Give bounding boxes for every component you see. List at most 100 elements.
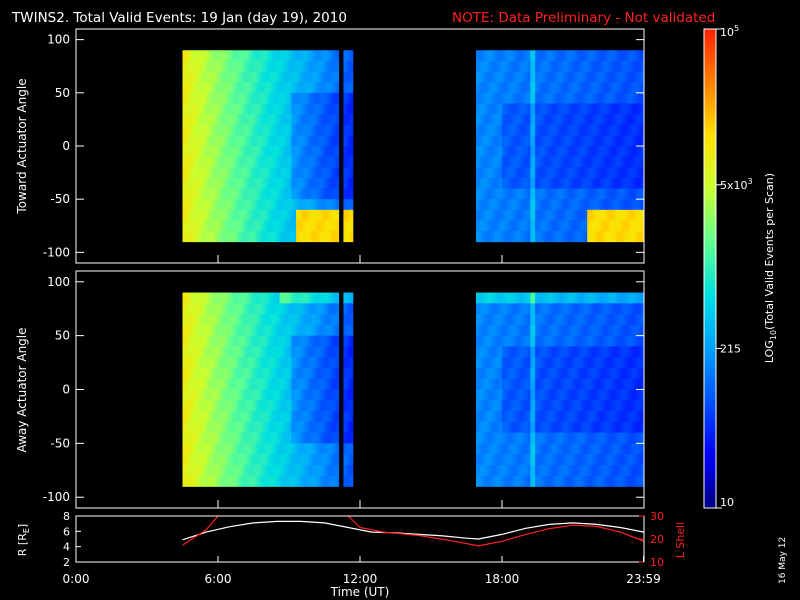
heatmap-cell [509, 443, 512, 455]
heatmap-cell [194, 209, 198, 221]
heatmap-cell [620, 220, 624, 232]
heatmap-cell [580, 50, 583, 62]
heatmap-cell [632, 71, 635, 83]
heatmap-cell [222, 156, 226, 168]
heatmap-cell [589, 367, 593, 380]
heatmap-cell [544, 357, 548, 369]
heatmap-cell [307, 92, 311, 104]
heatmap-cell [262, 400, 266, 412]
heatmap-cell [617, 188, 621, 200]
heatmap-cell [497, 421, 501, 433]
heatmap-cell [483, 82, 486, 94]
heatmap-cell [546, 443, 550, 455]
heatmap-cell [279, 114, 283, 126]
heatmap-cell [289, 188, 292, 200]
heatmap-cell [350, 167, 354, 179]
heatmap-cell [577, 92, 581, 104]
heatmap-cell [203, 292, 207, 304]
heatmap-cell [565, 400, 569, 412]
heatmap-cell [589, 114, 593, 126]
heatmap-cell [303, 303, 306, 315]
heatmap-cell [307, 177, 311, 189]
heatmap-cell [537, 124, 541, 136]
heatmap-cell [248, 82, 252, 94]
heatmap-cell [265, 400, 269, 412]
heatmap-cell [535, 71, 538, 83]
heatmap-cell [627, 454, 631, 466]
heatmap-cell [244, 292, 247, 304]
heatmap-cell [215, 82, 219, 94]
heatmap-cell [326, 464, 330, 477]
heatmap-cell [506, 50, 510, 62]
heatmap-cell [248, 357, 252, 369]
heatmap-cell [220, 199, 224, 211]
heatmap-cell [603, 156, 607, 168]
heatmap-cell [499, 124, 503, 136]
heatmap-cell [537, 432, 541, 444]
heatmap-cell [610, 367, 614, 380]
heatmap-cell [236, 92, 240, 104]
heatmap-cell [551, 432, 555, 444]
heatmap-cell [577, 303, 581, 315]
heatmap-cell [622, 103, 626, 115]
heatmap-cell [532, 421, 536, 433]
heatmap-cell [625, 324, 628, 337]
heatmap-cell [322, 199, 325, 211]
heatmap-cell [286, 400, 290, 412]
heatmap-cell [324, 454, 328, 466]
heatmap-cell [203, 335, 207, 347]
heatmap-cell [549, 177, 553, 189]
heatmap-cell [241, 475, 245, 487]
heatmap-cell [629, 82, 633, 94]
heatmap-cell [580, 71, 583, 83]
heatmap-cell [336, 314, 340, 326]
heatmap-cell [300, 220, 304, 232]
heatmap-cell [622, 209, 626, 221]
heatmap-cell [563, 389, 567, 401]
heatmap-cell [279, 378, 283, 390]
heatmap-cell [549, 60, 553, 72]
heatmap-cell [253, 303, 257, 315]
heatmap-cell [199, 156, 202, 168]
heatmap-cell [218, 231, 221, 243]
heatmap-cell [497, 303, 501, 315]
heatmap-cell [622, 177, 626, 189]
heatmap-cell [494, 454, 498, 466]
heatmap-cell [582, 335, 586, 347]
heatmap-cell [617, 421, 621, 433]
heatmap-cell [520, 314, 524, 326]
heatmap-cell [549, 335, 553, 347]
heatmap-cell [201, 103, 205, 115]
heatmap-cell [191, 421, 195, 433]
heatmap-cell [215, 432, 219, 444]
heatmap-cell [291, 231, 295, 243]
heatmap-cell [610, 464, 614, 477]
heatmap-cell [523, 50, 527, 62]
heatmap-cell [492, 146, 496, 158]
heatmap-cell [236, 188, 240, 200]
heatmap-cell [272, 400, 276, 412]
heatmap-cell [622, 124, 626, 136]
heatmap-cell [296, 303, 299, 315]
heatmap-cell [326, 324, 330, 337]
heatmap-cell [208, 209, 212, 221]
heatmap-cell [274, 71, 278, 83]
heatmap-cell [539, 389, 543, 401]
heatmap-cell [582, 60, 586, 72]
heatmap-cell [594, 389, 598, 401]
heatmap-cell [296, 346, 299, 358]
heatmap-cell [345, 188, 349, 200]
heatmap-cell [267, 389, 271, 401]
heatmap-cell [591, 367, 595, 380]
heatmap-cell [343, 209, 347, 221]
heatmap-cell [298, 209, 302, 221]
heatmap-cell [277, 135, 280, 147]
heatmap-cell [236, 156, 240, 168]
heatmap-cell [236, 314, 240, 326]
heatmap-cell [286, 464, 290, 477]
heatmap-cell [319, 464, 323, 477]
heatmap-cell [187, 135, 190, 147]
heatmap-cell [587, 209, 590, 221]
heatmap-cell [561, 378, 564, 390]
heatmap-cell [196, 464, 200, 477]
